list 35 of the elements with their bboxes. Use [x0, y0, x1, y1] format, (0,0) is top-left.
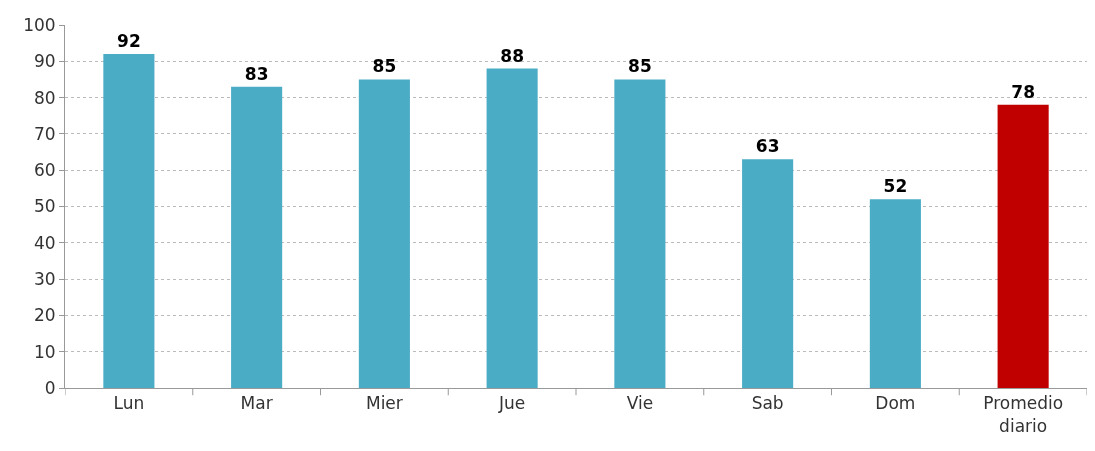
x-tick-label: Lun	[113, 393, 145, 414]
x-tick-label: Sab	[751, 393, 784, 414]
y-tick-label: 50	[33, 196, 56, 217]
y-tick-label: 80	[33, 87, 56, 108]
data-label: 78	[1011, 81, 1035, 102]
y-tick-label: 40	[33, 232, 56, 253]
bar	[486, 68, 538, 388]
x-tick-label: Jue	[498, 393, 526, 414]
data-label: 85	[628, 56, 652, 77]
x-tick-label: Mar	[240, 393, 273, 414]
y-tick-label: 0	[44, 377, 56, 398]
bar	[358, 79, 410, 388]
data-label: 92	[117, 31, 141, 52]
data-label: 63	[755, 136, 780, 157]
data-label: 85	[372, 56, 397, 77]
bar	[869, 199, 921, 388]
bar	[614, 79, 666, 388]
data-label: 88	[500, 45, 524, 66]
x-tick-label: Mier	[365, 393, 403, 414]
bar	[103, 54, 155, 388]
y-tick-label: 20	[33, 305, 56, 326]
y-tick-label: 30	[33, 269, 56, 290]
y-tick-label: 60	[33, 160, 56, 181]
y-tick-label: 10	[33, 341, 56, 362]
y-tick-label: 90	[33, 51, 56, 72]
x-tick-label: Dom	[875, 393, 916, 414]
bar	[742, 159, 794, 388]
data-label: 52	[883, 176, 908, 197]
bar	[997, 104, 1049, 388]
x-tick-label: Vie	[626, 393, 654, 414]
y-tick-label: 70	[33, 123, 56, 144]
data-label: 83	[244, 63, 269, 84]
x-tick-label: Promedio diario	[983, 393, 1064, 436]
bar	[231, 86, 283, 388]
y-tick-label: 100	[23, 14, 56, 35]
